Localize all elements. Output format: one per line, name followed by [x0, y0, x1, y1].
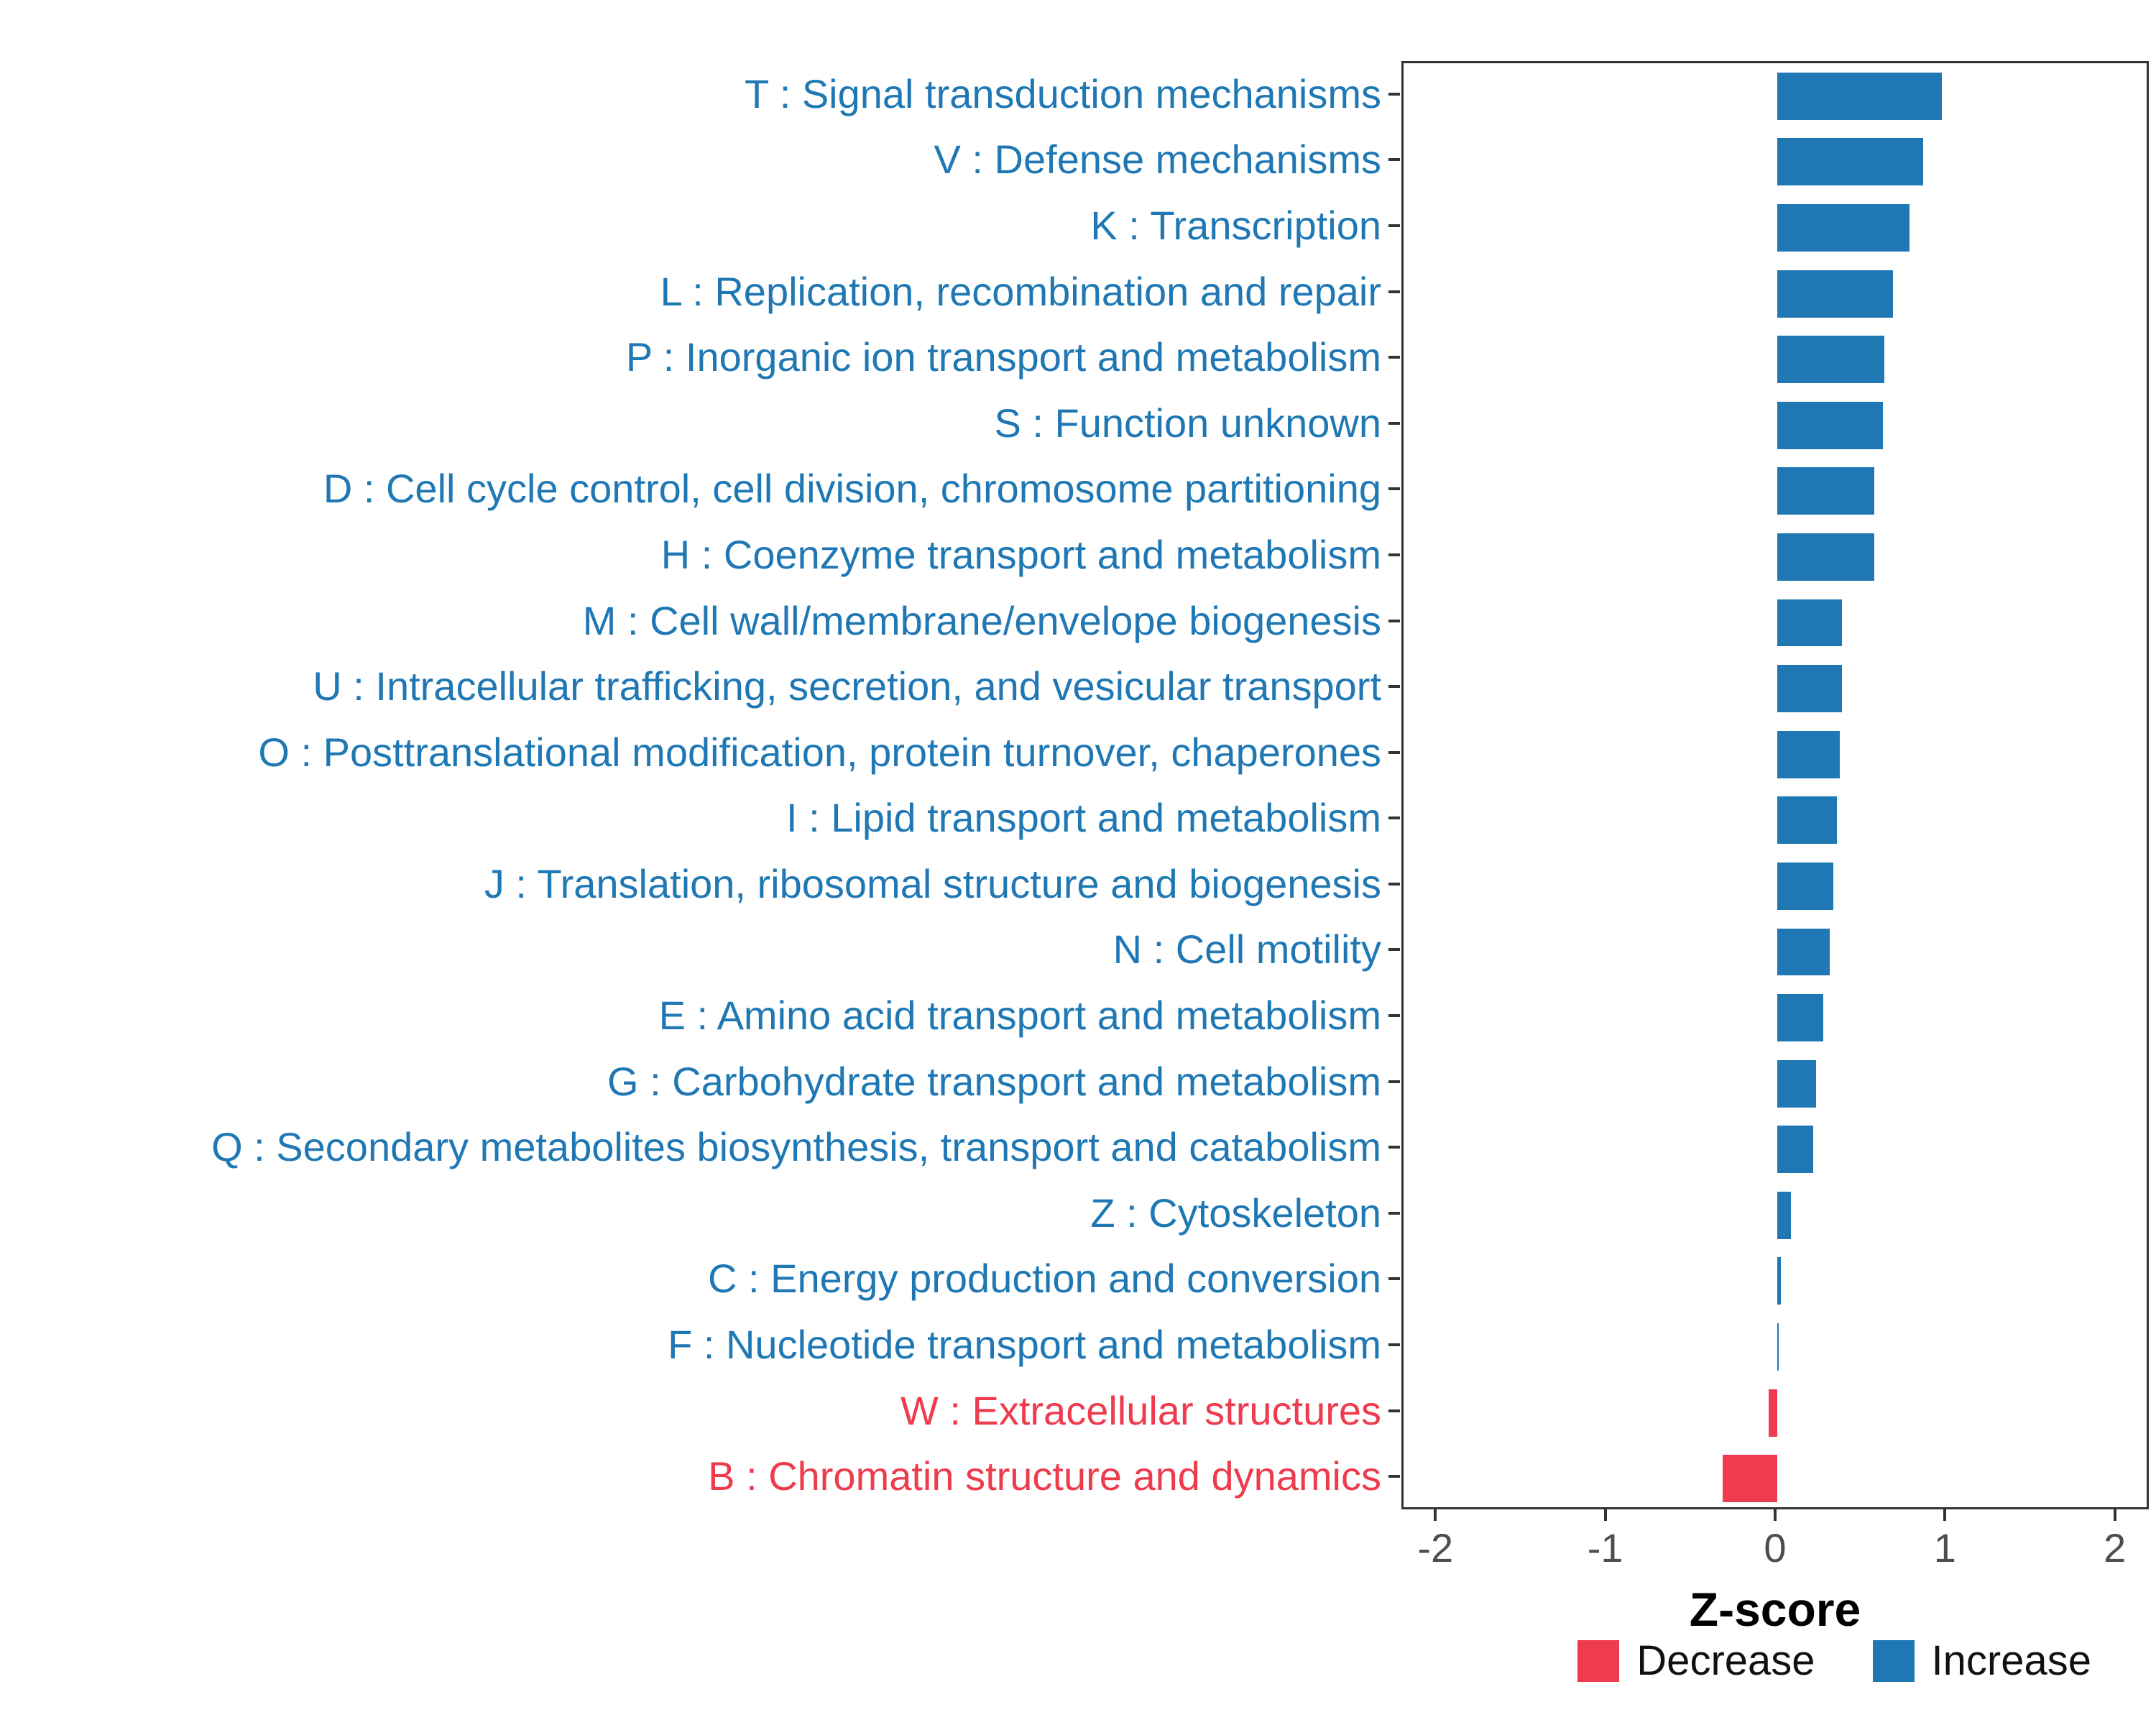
- x-tick-label: 2: [2104, 1525, 2127, 1570]
- category-tick-mark: [1388, 948, 1400, 952]
- category-label: M : Cell wall/membrane/envelope biogenes…: [582, 597, 1381, 643]
- category-tick-mark: [1388, 750, 1400, 754]
- legend-item-increase: Increase: [1872, 1637, 2091, 1684]
- category-label: O : Posttranslational modification, prot…: [258, 729, 1381, 775]
- category-label: Z : Cytoskeleton: [1090, 1190, 1381, 1236]
- category-label: C : Energy production and conversion: [708, 1256, 1381, 1302]
- bar-b: [1723, 1455, 1777, 1503]
- bar-q: [1777, 1126, 1813, 1174]
- category-label: B : Chromatin structure and dynamics: [708, 1453, 1381, 1499]
- legend-label-decrease: Decrease: [1636, 1637, 1815, 1684]
- bar-d: [1777, 467, 1874, 515]
- category-tick-mark: [1388, 487, 1400, 491]
- bar-i: [1777, 796, 1837, 845]
- category-tick-mark: [1388, 685, 1400, 689]
- category-tick-mark: [1388, 1409, 1400, 1412]
- category-label: J : Translation, ribosomal structure and…: [484, 860, 1381, 906]
- x-axis-title: Z-score: [1689, 1583, 1861, 1636]
- bar-s: [1777, 401, 1883, 449]
- category-label: I : Lipid transport and metabolism: [786, 795, 1381, 841]
- plot-panel: [1401, 61, 2149, 1509]
- category-tick-mark: [1388, 882, 1400, 886]
- bar-t: [1777, 72, 1943, 120]
- legend-item-decrease: Decrease: [1577, 1640, 1815, 1682]
- category-tick-mark: [1388, 1277, 1400, 1281]
- category-label: K : Transcription: [1090, 202, 1381, 248]
- x-tick-label: 0: [1764, 1525, 1787, 1570]
- x-tick-mark: [1434, 1509, 1437, 1521]
- bar-u: [1777, 665, 1842, 713]
- bar-k: [1777, 204, 1910, 252]
- category-label: V : Defense mechanisms: [934, 137, 1381, 183]
- decrease-swatch-icon: [1577, 1640, 1620, 1682]
- bar-j: [1777, 862, 1833, 910]
- bar-p: [1777, 336, 1884, 384]
- increase-swatch-icon: [1872, 1640, 1915, 1682]
- bar-v: [1777, 138, 1924, 186]
- category-tick-mark: [1388, 1146, 1400, 1149]
- category-tick-mark: [1388, 1475, 1400, 1478]
- category-label: S : Function unknown: [994, 400, 1381, 446]
- bar-h: [1777, 533, 1874, 581]
- bar-c: [1777, 1257, 1781, 1305]
- category-tick-mark: [1388, 356, 1400, 359]
- legend: Decrease Increase: [1577, 1640, 2091, 1682]
- category-tick-mark: [1388, 553, 1400, 556]
- category-label: T : Signal transduction mechanisms: [744, 70, 1381, 116]
- bar-m: [1777, 599, 1842, 647]
- category-label: F : Nucleotide transport and metabolism: [668, 1322, 1381, 1367]
- bar-f: [1777, 1323, 1779, 1371]
- bar-o: [1777, 730, 1841, 778]
- category-tick-mark: [1388, 158, 1400, 162]
- bar-l: [1777, 270, 1893, 318]
- category-tick-mark: [1388, 1211, 1400, 1215]
- bar-g: [1777, 1059, 1817, 1108]
- category-label: Q : Secondary metabolites biosynthesis, …: [211, 1124, 1381, 1170]
- x-tick-label: 1: [1933, 1525, 1956, 1570]
- bar-z: [1777, 1191, 1791, 1239]
- category-tick-mark: [1388, 224, 1400, 227]
- x-tick-mark: [1774, 1509, 1777, 1521]
- bar-e: [1777, 994, 1823, 1042]
- category-label: D : Cell cycle control, cell division, c…: [323, 466, 1381, 512]
- category-tick-mark: [1388, 816, 1400, 820]
- category-tick-mark: [1388, 619, 1400, 622]
- category-label: W : Extracellular structures: [900, 1387, 1381, 1433]
- category-tick-mark: [1388, 1080, 1400, 1083]
- x-tick-mark: [1603, 1509, 1607, 1521]
- x-tick-label: -1: [1587, 1525, 1623, 1570]
- x-tick-label: -2: [1417, 1525, 1454, 1570]
- category-label: P : Inorganic ion transport and metaboli…: [625, 334, 1381, 380]
- category-label: H : Coenzyme transport and metabolism: [660, 531, 1381, 577]
- category-label: E : Amino acid transport and metabolism: [658, 993, 1381, 1039]
- category-label: N : Cell motility: [1112, 926, 1381, 972]
- category-tick-mark: [1388, 290, 1400, 293]
- x-tick-mark: [1943, 1509, 1947, 1521]
- category-label: L : Replication, recombination and repai…: [660, 268, 1381, 314]
- category-label: U : Intracellular trafficking, secretion…: [313, 663, 1381, 709]
- category-tick-mark: [1388, 1014, 1400, 1018]
- bar-n: [1777, 928, 1830, 976]
- category-tick-mark: [1388, 1343, 1400, 1347]
- legend-label-increase: Increase: [1931, 1637, 2091, 1684]
- x-tick-mark: [2113, 1509, 2116, 1521]
- category-label: G : Carbohydrate transport and metabolis…: [607, 1058, 1381, 1104]
- category-tick-mark: [1388, 421, 1400, 425]
- category-tick-mark: [1388, 92, 1400, 96]
- bar-w: [1769, 1389, 1777, 1437]
